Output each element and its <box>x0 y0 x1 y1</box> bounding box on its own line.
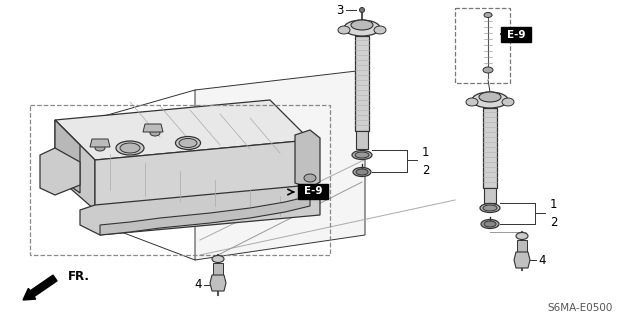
Bar <box>30 105 330 255</box>
Ellipse shape <box>353 167 371 176</box>
Ellipse shape <box>338 26 350 34</box>
Ellipse shape <box>175 137 200 150</box>
Polygon shape <box>80 185 320 235</box>
Polygon shape <box>95 140 310 210</box>
Text: 1: 1 <box>422 145 429 159</box>
Polygon shape <box>55 100 310 160</box>
FancyBboxPatch shape <box>501 27 531 42</box>
Ellipse shape <box>179 138 197 147</box>
Text: S6MA-E0500: S6MA-E0500 <box>547 303 612 313</box>
Polygon shape <box>90 139 110 147</box>
Ellipse shape <box>212 256 224 263</box>
Ellipse shape <box>374 26 386 34</box>
Ellipse shape <box>483 205 497 211</box>
Ellipse shape <box>516 233 528 240</box>
Polygon shape <box>40 148 80 195</box>
Ellipse shape <box>360 8 365 12</box>
Ellipse shape <box>483 67 493 73</box>
Polygon shape <box>195 70 365 260</box>
Ellipse shape <box>150 130 160 136</box>
Text: 4: 4 <box>538 254 545 266</box>
Polygon shape <box>514 252 530 268</box>
Ellipse shape <box>95 145 105 151</box>
Polygon shape <box>143 124 163 132</box>
Ellipse shape <box>355 152 369 158</box>
Ellipse shape <box>472 92 508 108</box>
Ellipse shape <box>351 20 373 30</box>
Bar <box>455 8 510 83</box>
Bar <box>483 108 497 188</box>
Ellipse shape <box>479 92 501 102</box>
Bar <box>355 36 369 131</box>
Polygon shape <box>100 196 310 235</box>
Ellipse shape <box>481 219 499 228</box>
Text: 3: 3 <box>337 4 344 17</box>
Polygon shape <box>55 120 95 210</box>
Ellipse shape <box>356 169 368 175</box>
Polygon shape <box>295 130 320 188</box>
FancyArrow shape <box>23 275 57 300</box>
Ellipse shape <box>120 143 140 153</box>
Ellipse shape <box>502 98 514 106</box>
Text: 2: 2 <box>550 216 557 228</box>
Ellipse shape <box>484 12 492 18</box>
Ellipse shape <box>116 141 144 155</box>
Text: 1: 1 <box>550 198 557 211</box>
Ellipse shape <box>344 20 380 36</box>
Polygon shape <box>55 120 80 193</box>
Text: 2: 2 <box>422 164 429 176</box>
Text: E-9: E-9 <box>507 29 525 40</box>
Ellipse shape <box>466 98 478 106</box>
Ellipse shape <box>352 151 372 160</box>
Bar <box>484 188 496 203</box>
Bar <box>517 240 527 252</box>
Polygon shape <box>210 275 226 291</box>
Ellipse shape <box>304 174 316 182</box>
Text: E-9: E-9 <box>304 187 323 197</box>
Text: 4: 4 <box>195 278 202 292</box>
Ellipse shape <box>480 204 500 212</box>
Ellipse shape <box>484 221 496 227</box>
Bar <box>356 131 368 149</box>
FancyBboxPatch shape <box>298 184 328 199</box>
Text: FR.: FR. <box>68 270 90 283</box>
Bar <box>213 263 223 275</box>
